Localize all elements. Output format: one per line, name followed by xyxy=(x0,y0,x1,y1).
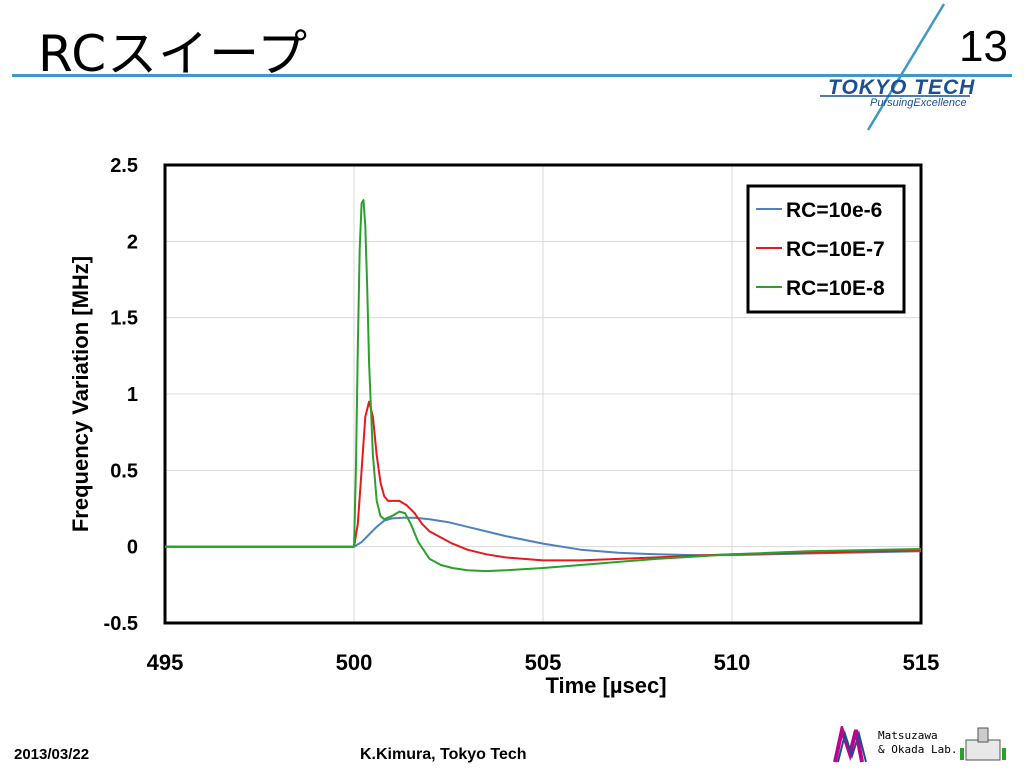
x-axis-label: Time [µsec] xyxy=(545,673,666,698)
y-tick-label: 0.5 xyxy=(110,460,138,482)
lab-logo: Matsuzawa & Okada Lab. xyxy=(832,722,1012,764)
lab-name-line2: & Okada Lab. xyxy=(878,743,958,756)
chart-series xyxy=(165,199,922,573)
logo-tagline: PursuingExcellence xyxy=(870,97,967,109)
title-underline xyxy=(12,74,1012,77)
y-tick-label: 1.5 xyxy=(110,308,138,330)
y-tick-label: -0.5 xyxy=(104,613,138,635)
page-number: 13 xyxy=(959,22,1008,71)
legend-label-1: RC=10e-6 xyxy=(786,199,882,222)
x-tick-label: 505 xyxy=(525,650,562,675)
y-tick-label: 2.5 xyxy=(110,155,138,177)
legend-label-3: RC=10E-8 xyxy=(786,277,885,300)
y-axis-label: Frequency Variation [MHz] xyxy=(68,256,93,532)
x-tick-label: 510 xyxy=(714,650,751,675)
series-line-3 xyxy=(165,199,922,573)
x-tick-label: 515 xyxy=(903,650,940,675)
lab-name-line1: Matsuzawa xyxy=(878,729,938,742)
lab-logo-graphic xyxy=(833,722,1006,763)
y-tick-label: 0 xyxy=(127,537,138,559)
slide-title: RCスイープ xyxy=(38,25,309,83)
chart: -0.5 0 0.5 1 1.5 2 2.5 495 500 505 510 515 Time [µ… xyxy=(68,155,940,698)
logo-wordmark: TOKYO TECH xyxy=(828,76,976,99)
y-tick-labels: -0.5 0 0.5 1 1.5 2 2.5 xyxy=(104,155,138,635)
legend: RC=10e-6 RC=10E-7 RC=10E-8 xyxy=(746,184,906,314)
lab-name: Matsuzawa & Okada Lab. xyxy=(878,729,957,757)
y-tick-label: 2 xyxy=(127,231,138,253)
x-tick-label: 495 xyxy=(147,650,184,675)
logo-slash-graphic xyxy=(820,3,970,131)
legend-label-2: RC=10E-7 xyxy=(786,238,885,261)
tokyo-tech-logo: TOKYO TECH PursuingExcellence xyxy=(820,0,1020,132)
footer-date: 2013/03/22 xyxy=(14,746,90,763)
x-tick-label: 500 xyxy=(336,650,373,675)
x-tick-labels: 495 500 505 510 515 xyxy=(147,650,940,675)
y-tick-label: 1 xyxy=(127,384,138,406)
footer-credit: K.Kimura, Tokyo Tech xyxy=(360,746,527,763)
plot-area-frame xyxy=(163,163,923,625)
